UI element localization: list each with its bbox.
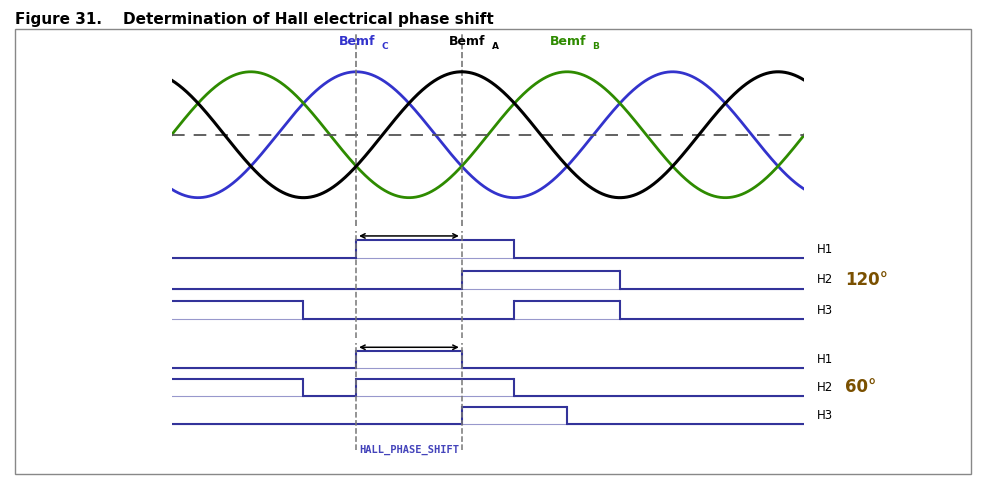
Text: B: B — [593, 42, 599, 51]
Text: H1: H1 — [817, 353, 833, 366]
Text: H3: H3 — [817, 409, 833, 422]
Text: H2: H2 — [817, 381, 833, 394]
Text: 60°: 60° — [845, 378, 876, 396]
Text: 120°: 120° — [845, 271, 888, 289]
Text: Bemf: Bemf — [449, 35, 486, 48]
Text: A: A — [491, 42, 499, 51]
Text: H1: H1 — [817, 243, 833, 256]
Text: Figure 31.    Determination of Hall electrical phase shift: Figure 31. Determination of Hall electri… — [15, 12, 493, 27]
Text: Bemf: Bemf — [338, 35, 375, 48]
Text: HALL_PHASE_SHIFT: HALL_PHASE_SHIFT — [359, 445, 459, 455]
Text: H3: H3 — [817, 304, 833, 317]
Text: H2: H2 — [817, 273, 833, 286]
Text: Bemf: Bemf — [549, 35, 586, 48]
Text: C: C — [382, 42, 388, 51]
